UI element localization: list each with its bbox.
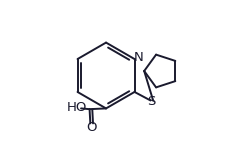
- Text: HO: HO: [67, 101, 87, 114]
- Text: N: N: [133, 51, 143, 64]
- Text: O: O: [86, 121, 96, 134]
- Text: S: S: [148, 95, 156, 108]
